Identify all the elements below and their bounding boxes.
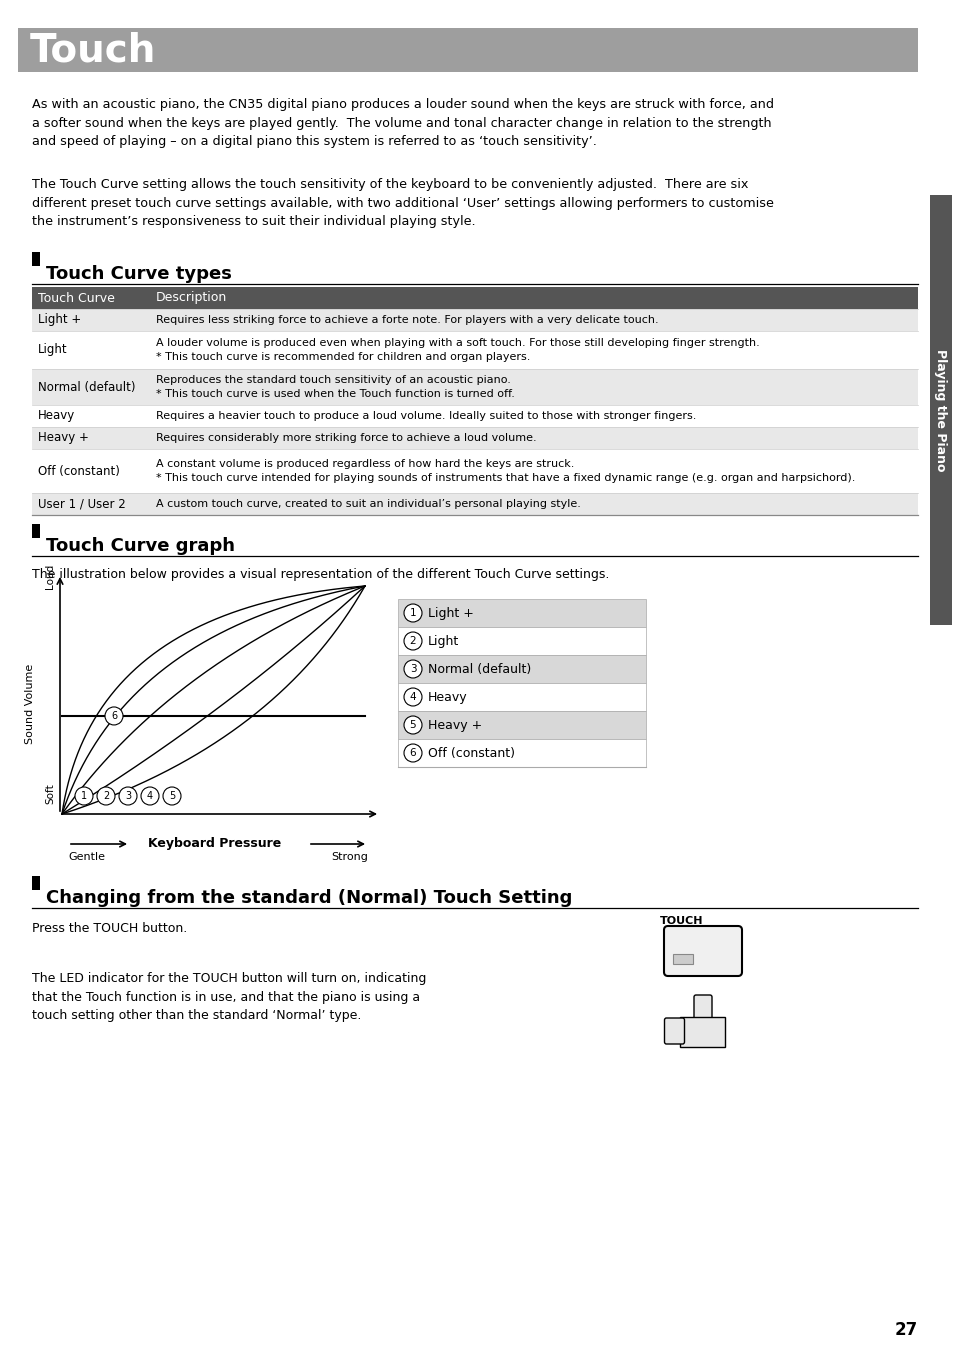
Text: TOUCH: TOUCH bbox=[659, 917, 702, 926]
Bar bbox=[32, 369, 917, 405]
Bar bbox=[18, 28, 917, 72]
Text: Touch Curve graph: Touch Curve graph bbox=[46, 537, 234, 555]
Text: 3: 3 bbox=[409, 664, 416, 674]
Text: Requires a heavier touch to produce a loud volume. Ideally suited to those with : Requires a heavier touch to produce a lo… bbox=[156, 410, 696, 421]
Text: 3: 3 bbox=[125, 791, 131, 801]
Text: The illustration below provides a visual representation of the different Touch C: The illustration below provides a visual… bbox=[32, 568, 609, 580]
Bar bbox=[32, 309, 917, 331]
Circle shape bbox=[403, 632, 421, 649]
Text: Normal (default): Normal (default) bbox=[38, 381, 135, 393]
Bar bbox=[672, 954, 692, 964]
Text: The LED indicator for the TOUCH button will turn on, indicating
that the Touch f: The LED indicator for the TOUCH button w… bbox=[32, 972, 426, 1022]
Text: 27: 27 bbox=[894, 1322, 917, 1339]
Text: 1: 1 bbox=[409, 608, 416, 618]
Text: 4: 4 bbox=[409, 693, 416, 702]
Bar bbox=[929, 194, 951, 625]
Bar bbox=[397, 683, 645, 711]
Text: Soft: Soft bbox=[45, 783, 55, 805]
Text: Description: Description bbox=[156, 292, 227, 305]
Circle shape bbox=[403, 688, 421, 706]
Text: 6: 6 bbox=[111, 711, 117, 721]
Text: Heavy +: Heavy + bbox=[428, 718, 482, 732]
Text: Heavy: Heavy bbox=[428, 690, 467, 703]
Circle shape bbox=[119, 787, 137, 805]
Circle shape bbox=[403, 603, 421, 622]
Text: Light: Light bbox=[38, 343, 68, 356]
Bar bbox=[397, 626, 645, 655]
Text: Normal (default): Normal (default) bbox=[428, 663, 531, 675]
Text: Gentle: Gentle bbox=[68, 852, 105, 863]
Text: 5: 5 bbox=[409, 720, 416, 730]
Text: A custom touch curve, created to suit an individual’s personal playing style.: A custom touch curve, created to suit an… bbox=[156, 500, 580, 509]
Text: Light: Light bbox=[428, 634, 458, 648]
Text: Reproduces the standard touch sensitivity of an acoustic piano.
* This touch cur: Reproduces the standard touch sensitivit… bbox=[156, 375, 515, 398]
Text: 2: 2 bbox=[103, 791, 109, 801]
Bar bbox=[32, 252, 40, 266]
Text: Press the TOUCH button.: Press the TOUCH button. bbox=[32, 922, 187, 936]
Bar bbox=[397, 599, 645, 626]
Text: Touch Curve types: Touch Curve types bbox=[46, 265, 232, 284]
Text: Requires considerably more striking force to achieve a loud volume.: Requires considerably more striking forc… bbox=[156, 433, 536, 443]
Text: Light +: Light + bbox=[428, 606, 474, 620]
Text: Light +: Light + bbox=[38, 313, 81, 327]
Text: Requires less striking force to achieve a forte note. For players with a very de: Requires less striking force to achieve … bbox=[156, 315, 658, 325]
Text: As with an acoustic piano, the CN35 digital piano produces a louder sound when t: As with an acoustic piano, the CN35 digi… bbox=[32, 99, 773, 148]
Text: 2: 2 bbox=[409, 636, 416, 647]
Text: 6: 6 bbox=[409, 748, 416, 757]
Text: 1: 1 bbox=[81, 791, 87, 801]
Text: Off (constant): Off (constant) bbox=[428, 747, 515, 760]
Bar bbox=[397, 711, 645, 738]
Text: The Touch Curve setting allows the touch sensitivity of the keyboard to be conve: The Touch Curve setting allows the touch… bbox=[32, 178, 773, 228]
Text: Touch Curve: Touch Curve bbox=[38, 292, 114, 305]
Text: User 1 / User 2: User 1 / User 2 bbox=[38, 498, 126, 510]
Bar bbox=[679, 1017, 724, 1048]
Bar bbox=[32, 331, 917, 369]
Bar bbox=[32, 427, 917, 450]
Text: Keyboard Pressure: Keyboard Pressure bbox=[149, 837, 281, 850]
Text: Heavy: Heavy bbox=[38, 409, 75, 423]
Bar bbox=[397, 738, 645, 767]
Text: Strong: Strong bbox=[331, 852, 368, 863]
Text: Off (constant): Off (constant) bbox=[38, 464, 120, 478]
Circle shape bbox=[403, 660, 421, 678]
Circle shape bbox=[403, 744, 421, 761]
Text: Touch: Touch bbox=[30, 31, 156, 69]
Text: Sound Volume: Sound Volume bbox=[25, 664, 35, 744]
Circle shape bbox=[97, 787, 115, 805]
FancyBboxPatch shape bbox=[693, 995, 711, 1034]
FancyBboxPatch shape bbox=[663, 926, 741, 976]
Bar bbox=[32, 450, 917, 493]
Circle shape bbox=[105, 707, 123, 725]
Text: 5: 5 bbox=[169, 791, 175, 801]
Text: Heavy +: Heavy + bbox=[38, 432, 89, 444]
Text: A louder volume is produced even when playing with a soft touch. For those still: A louder volume is produced even when pl… bbox=[156, 339, 759, 362]
FancyBboxPatch shape bbox=[664, 1018, 684, 1044]
Text: Loud: Loud bbox=[45, 563, 55, 589]
Text: Playing the Piano: Playing the Piano bbox=[934, 348, 946, 471]
Circle shape bbox=[75, 787, 92, 805]
Bar bbox=[32, 524, 40, 539]
Text: 4: 4 bbox=[147, 791, 152, 801]
Bar bbox=[397, 655, 645, 683]
Bar bbox=[32, 405, 917, 427]
Text: Changing from the standard (Normal) Touch Setting: Changing from the standard (Normal) Touc… bbox=[46, 890, 572, 907]
Text: A constant volume is produced regardless of how hard the keys are struck.
* This: A constant volume is produced regardless… bbox=[156, 459, 855, 483]
Bar bbox=[32, 876, 40, 890]
Circle shape bbox=[141, 787, 159, 805]
Bar bbox=[32, 288, 917, 309]
Circle shape bbox=[403, 716, 421, 734]
Circle shape bbox=[163, 787, 181, 805]
Bar bbox=[32, 493, 917, 514]
